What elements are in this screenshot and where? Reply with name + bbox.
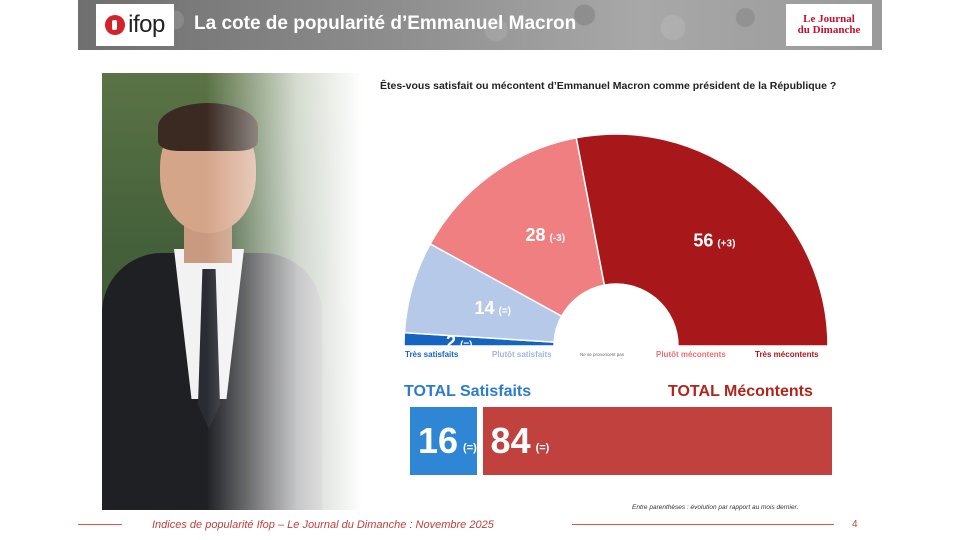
photo-fade-overlay	[102, 73, 362, 510]
footer-rule-right	[572, 524, 834, 525]
total-satisfaits-value: 16	[418, 420, 459, 461]
jdd-logo: Le Journal du Dimanche	[786, 4, 872, 46]
ifop-logo-mark	[105, 15, 126, 35]
ifop-logo: ifop	[96, 4, 174, 46]
slice-value-plutot-mecontents: 28 (-3)	[525, 225, 565, 245]
page-title: La cote de popularité d’Emmanuel Macron	[194, 13, 577, 34]
footer-rule-left	[78, 524, 122, 525]
total-mecontents-value: 84	[490, 420, 531, 461]
total-satisfaits-bar: 16 (=)	[410, 407, 477, 475]
category-label-tres-mecontents: Très mécontents	[755, 350, 819, 359]
total-satisfaits-change: (=)	[463, 442, 477, 454]
total-mecontents-label: TOTAL Mécontents	[668, 383, 813, 400]
slice-value-tres-satisfaits: 2 (=)	[446, 332, 473, 352]
total-satisfaits-label: TOTAL Satisfaits	[404, 383, 532, 400]
total-mecontents-bar: 84 (=)	[482, 407, 832, 475]
header-background-photo	[78, 0, 882, 50]
survey-question: Êtes-vous satisfait ou mécontent d’Emman…	[380, 80, 837, 92]
header-banner: ifop La cote de popularité d’Emmanuel Ma…	[78, 0, 882, 50]
slice-value-plutot-satisfaits: 14 (=)	[474, 298, 511, 318]
portrait-photo	[102, 73, 362, 510]
category-label-tres-satisfaits: Très satisfaits	[405, 350, 459, 359]
slice-tres-mecontents	[575, 133, 829, 347]
category-label-ne-se-prononcent-pas: Ne se prononcent pas	[580, 352, 625, 357]
footer-text: Indices de popularité Ifop – Le Journal …	[152, 519, 494, 531]
footnote: Entre parenthèses : évolution par rappor…	[632, 504, 799, 511]
jdd-logo-line2: du Dimanche	[797, 24, 861, 36]
slice-value-tres-mecontents: 56 (+3)	[693, 230, 735, 250]
ifop-logo-text: ifop	[128, 11, 165, 38]
total-mecontents-change: (=)	[535, 442, 550, 454]
category-label-plutot-mecontents: Plutôt mécontents	[656, 350, 726, 359]
page-number: 4	[852, 519, 858, 530]
slice-plutot-mecontents	[429, 136, 606, 318]
category-label-plutot-satisfaits: Plutôt satisfaits	[492, 350, 552, 359]
jdd-logo-line1: Le Journal	[803, 13, 855, 25]
